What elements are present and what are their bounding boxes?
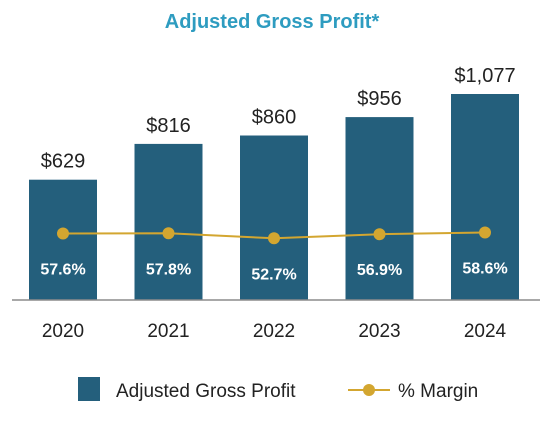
bar-2023 (345, 117, 414, 300)
legend-bar-label: Adjusted Gross Profit (116, 381, 296, 402)
x-tick-label-2024: 2024 (464, 321, 507, 342)
bar-value-label-2022: $860 (252, 107, 297, 129)
margin-line-layer (57, 226, 491, 245)
legend-line-label: % Margin (398, 381, 478, 402)
margin-point-2022 (268, 232, 280, 245)
legend-bar-swatch (78, 377, 100, 401)
bar-2020 (29, 179, 97, 300)
margin-point-2024 (479, 226, 491, 239)
margin-point-2020 (57, 227, 69, 240)
margin-label-2023: 56.9% (357, 262, 402, 279)
legend-line-marker (363, 384, 375, 396)
labels-layer: $629 2020 57.6% $816 2021 57.8% $860 2022 52.7% $… (40, 65, 515, 342)
margin-label-2020: 57.6% (40, 262, 85, 279)
margin-point-2021 (162, 227, 175, 240)
margin-label-2024: 58.6% (462, 261, 507, 278)
bar-value-label-2021: $816 (146, 115, 191, 137)
x-tick-label-2023: 2023 (358, 321, 400, 342)
margin-label-2021: 57.8% (146, 261, 191, 278)
bar-2024 (451, 94, 519, 300)
bar-value-label-2024: $1,077 (454, 65, 515, 87)
x-tick-label-2021: 2021 (147, 321, 189, 342)
bar-value-label-2023: $956 (357, 88, 402, 110)
legend: Adjusted Gross Profit % Margin (78, 377, 478, 402)
x-tick-label-2020: 2020 (42, 321, 84, 342)
bar-value-label-2020: $629 (41, 151, 86, 173)
x-tick-label-2022: 2022 (253, 321, 295, 342)
margin-point-2023 (373, 228, 386, 241)
chart-title: Adjusted Gross Profit* (165, 11, 380, 33)
bar-2022 (240, 135, 308, 300)
margin-label-2022: 52.7% (251, 266, 296, 283)
bar-2021 (134, 143, 203, 300)
bars-layer (29, 94, 519, 300)
